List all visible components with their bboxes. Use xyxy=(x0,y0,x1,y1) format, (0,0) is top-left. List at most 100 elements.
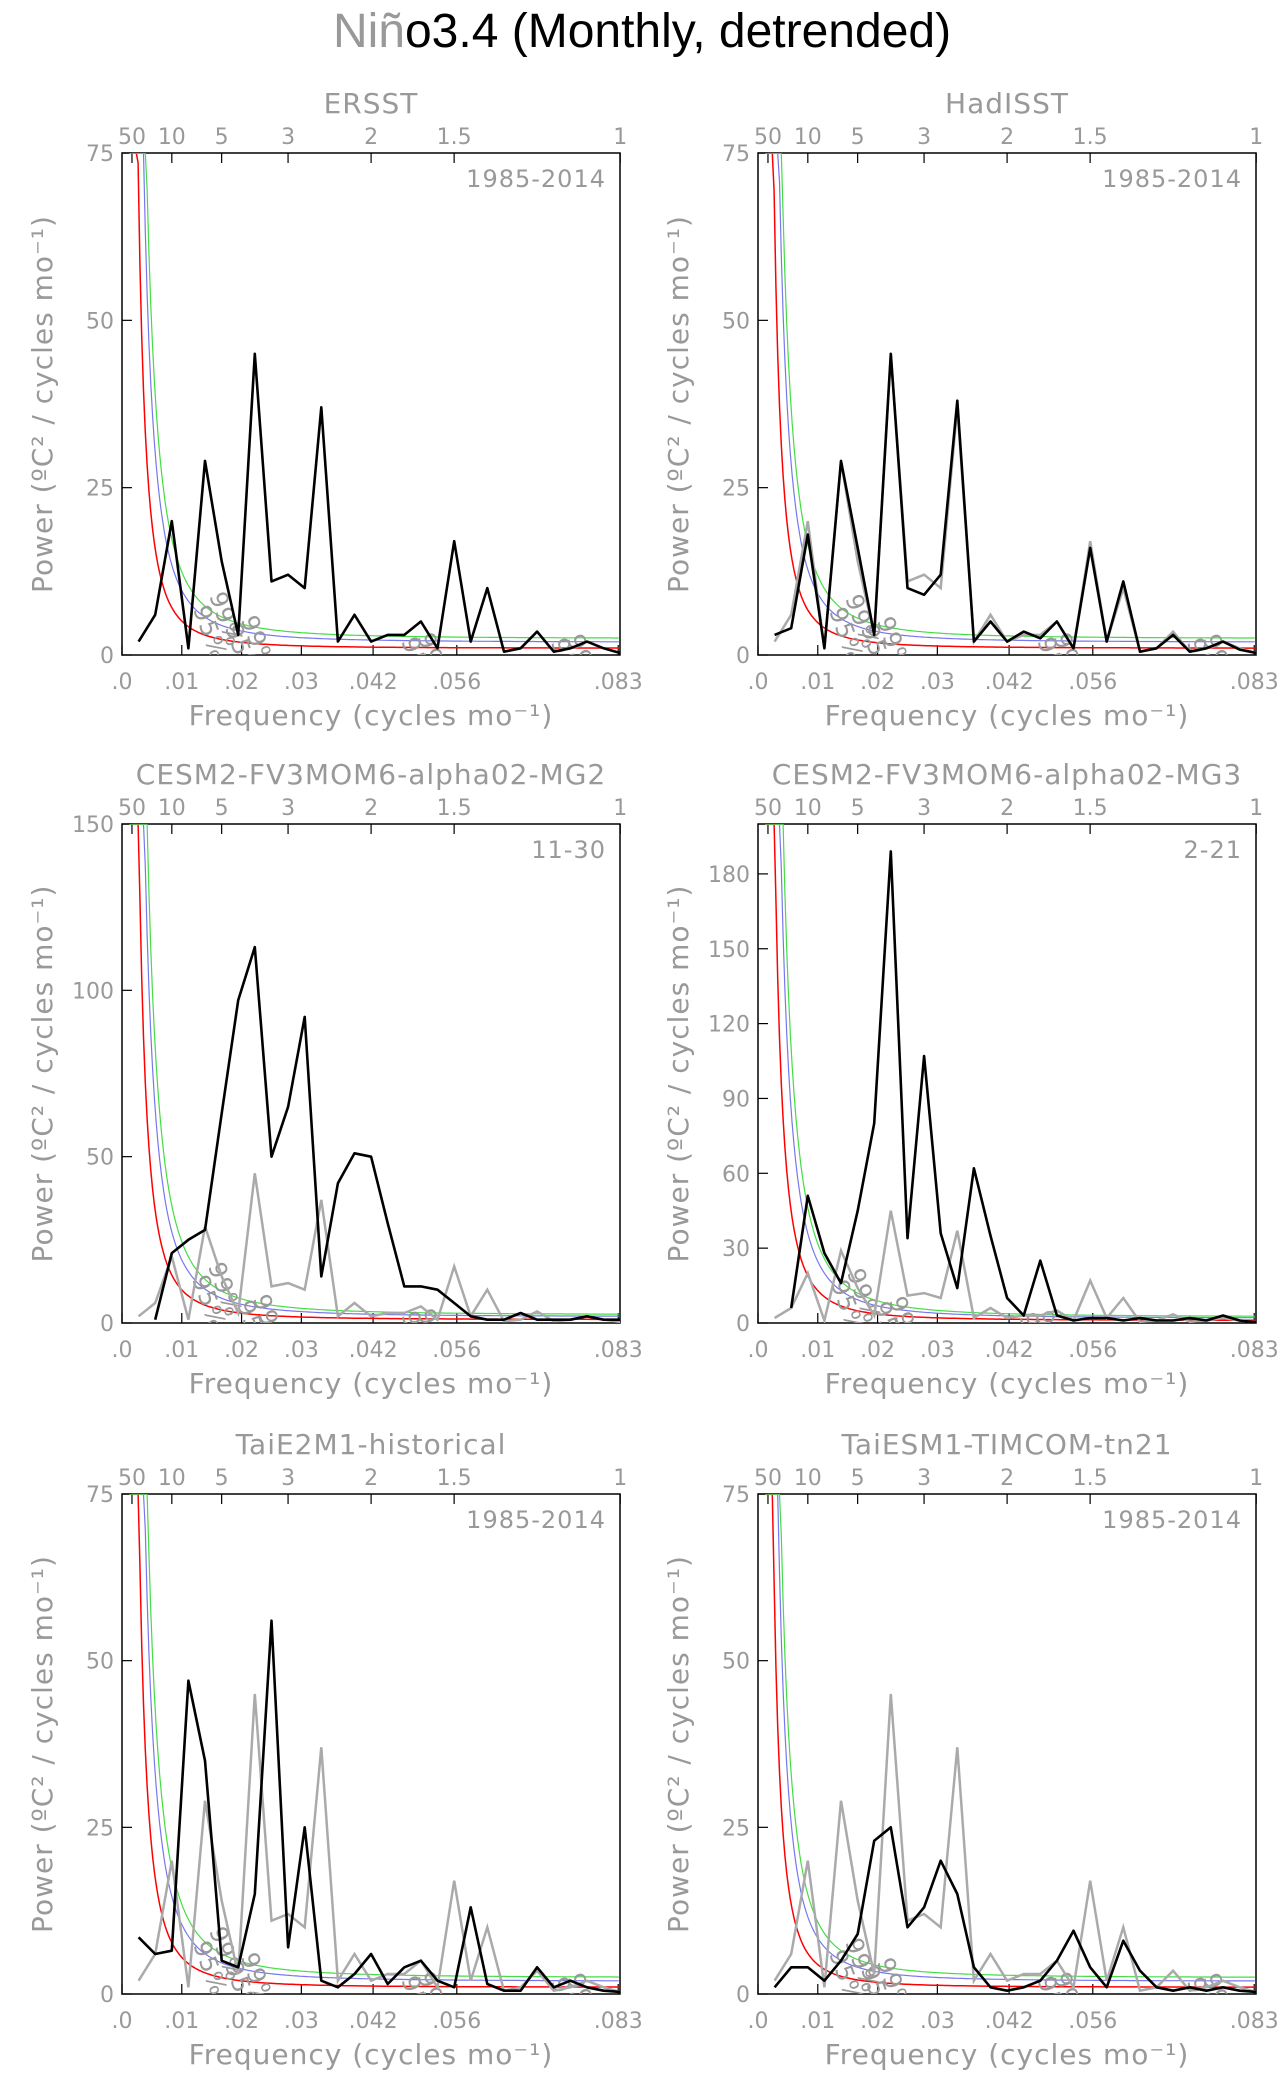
top-tick-label: 2 xyxy=(1000,796,1014,821)
top-tick-label: 1.5 xyxy=(437,125,472,150)
top-tick-label: 1 xyxy=(1249,1466,1263,1491)
top-tick-label: 5 xyxy=(851,1466,865,1491)
x-tick-label: .03 xyxy=(284,2009,319,2034)
y-tick-label: 25 xyxy=(722,477,750,502)
period-label: 1985-2014 xyxy=(466,165,606,193)
figure-title: Niño3.4 (Monthly, detrended) xyxy=(0,0,1284,64)
x-tick-label: .042 xyxy=(349,1338,398,1363)
reference-spectrum-line xyxy=(137,1693,620,1994)
x-axis-label: Frequency (cycles mo⁻¹) xyxy=(189,699,554,732)
top-tick-label: 2 xyxy=(1000,125,1014,150)
x-tick-label: .0 xyxy=(112,670,133,695)
y-axis-label: Power (ºC² / cycles mo⁻¹) xyxy=(662,1555,695,1933)
top-tick-label: 50 xyxy=(754,1466,782,1491)
top-tick-label: 10 xyxy=(794,1466,822,1491)
y-tick-label: 25 xyxy=(86,1816,114,1841)
x-tick-label: .03 xyxy=(284,1338,319,1363)
y-tick-label: 0 xyxy=(100,644,114,669)
y-tick-label: 75 xyxy=(722,142,750,167)
y-tick-label: 0 xyxy=(100,1312,114,1337)
red-noise-curve xyxy=(765,153,1255,649)
x-axis-label: Frequency (cycles mo⁻¹) xyxy=(825,699,1190,732)
top-tick-label: 3 xyxy=(281,125,295,150)
top-tick-label: 3 xyxy=(917,125,931,150)
x-tick-label: .056 xyxy=(1068,670,1117,695)
reference-spectrum-line xyxy=(137,1173,620,1323)
y-tick-label: 30 xyxy=(722,1237,750,1262)
spectrum-line xyxy=(153,945,620,1321)
reference-spectrum-line xyxy=(773,353,1256,655)
y-tick-label: 150 xyxy=(708,938,750,963)
y-tick-label: 75 xyxy=(86,142,114,167)
plot-frame xyxy=(757,823,1257,1324)
confidence-99-curve xyxy=(765,824,1255,1317)
confidence-99-curve xyxy=(765,1494,1255,1978)
x-tick-label: .01 xyxy=(800,2009,835,2034)
top-tick-label: 1.5 xyxy=(1073,796,1108,821)
top-tick-label: 3 xyxy=(917,1466,931,1491)
top-tick-label: 1 xyxy=(613,125,627,150)
x-tick-label: .042 xyxy=(985,2009,1034,2034)
x-tick-label: .0 xyxy=(748,670,769,695)
y-tick-label: 120 xyxy=(708,1013,750,1038)
top-tick-label: 1.5 xyxy=(437,796,472,821)
top-tick-label: 50 xyxy=(754,125,782,150)
x-tick-label: .083 xyxy=(1230,1338,1279,1363)
y-tick-label: 90 xyxy=(722,1087,750,1112)
top-tick-label: 3 xyxy=(281,796,295,821)
confidence-99-curve xyxy=(129,1494,619,1978)
plot-frame xyxy=(121,823,621,1324)
top-tick-label: 5 xyxy=(215,796,229,821)
figure-title-grey-part: Niñ xyxy=(332,5,405,58)
x-tick-label: .0 xyxy=(112,1338,133,1363)
top-tick-label: 1 xyxy=(1249,125,1263,150)
panel-title: CESM2-FV3MOM6-alpha02-MG3 xyxy=(772,758,1242,791)
plot-area: 95%99%95%99% 95%99% 95%99% xyxy=(129,153,620,655)
confidence-95-curve xyxy=(765,1494,1255,1982)
y-tick-label: 60 xyxy=(722,1162,750,1187)
red-noise-curve xyxy=(765,824,1255,1321)
confidence-99-curve xyxy=(129,824,619,1315)
period-label: 1985-2014 xyxy=(1102,165,1242,193)
plot-area: 95%99%95%99% 95%99% xyxy=(765,824,1256,1323)
top-tick-label: 1 xyxy=(1249,796,1263,821)
x-tick-label: .02 xyxy=(860,1338,895,1363)
period-label: 1985-2014 xyxy=(466,1506,606,1534)
plot-area: 95%99%95%99% 95%99% 95%99% xyxy=(765,153,1256,655)
x-tick-label: .03 xyxy=(920,2009,955,2034)
plot-frame xyxy=(757,1493,1257,1995)
x-tick-label: .042 xyxy=(985,1338,1034,1363)
top-tick-label: 1.5 xyxy=(437,1466,472,1491)
x-tick-label: .083 xyxy=(1230,2009,1279,2034)
x-tick-label: .02 xyxy=(224,670,259,695)
plot-area: 95%99%95%99% 95%99% 95%99% xyxy=(129,1494,620,1994)
x-tick-label: .01 xyxy=(164,2009,199,2034)
y-axis-label: Power (ºC² / cycles mo⁻¹) xyxy=(26,215,59,593)
x-tick-label: .056 xyxy=(432,1338,481,1363)
top-tick-label: 2 xyxy=(364,1466,378,1491)
panel-title: TaiESM1-TIMCOM-tn21 xyxy=(840,1428,1172,1461)
plot-area: 95%99%95%99% 95%99% 95%99% xyxy=(765,1494,1256,1994)
x-tick-label: .03 xyxy=(920,670,955,695)
x-tick-label: .083 xyxy=(594,1338,643,1363)
x-axis-label: Frequency (cycles mo⁻¹) xyxy=(825,1367,1190,1400)
panel-title: ERSST xyxy=(324,87,419,120)
x-tick-label: .0 xyxy=(112,2009,133,2034)
y-tick-label: 50 xyxy=(722,309,750,334)
top-tick-label: 1.5 xyxy=(1073,1466,1108,1491)
top-tick-label: 10 xyxy=(158,796,186,821)
top-tick-label: 10 xyxy=(158,1466,186,1491)
reference-spectrum-line xyxy=(773,1693,1256,1994)
x-tick-label: .056 xyxy=(432,2009,481,2034)
y-axis-label: Power (ºC² / cycles mo⁻¹) xyxy=(662,215,695,593)
x-tick-label: .0 xyxy=(748,1338,769,1363)
x-tick-label: .02 xyxy=(224,2009,259,2034)
top-tick-label: 2 xyxy=(1000,1466,1014,1491)
period-label: 11-30 xyxy=(531,836,606,864)
y-axis-label: Power (ºC² / cycles mo⁻¹) xyxy=(26,885,59,1263)
y-tick-label: 75 xyxy=(86,1483,114,1508)
